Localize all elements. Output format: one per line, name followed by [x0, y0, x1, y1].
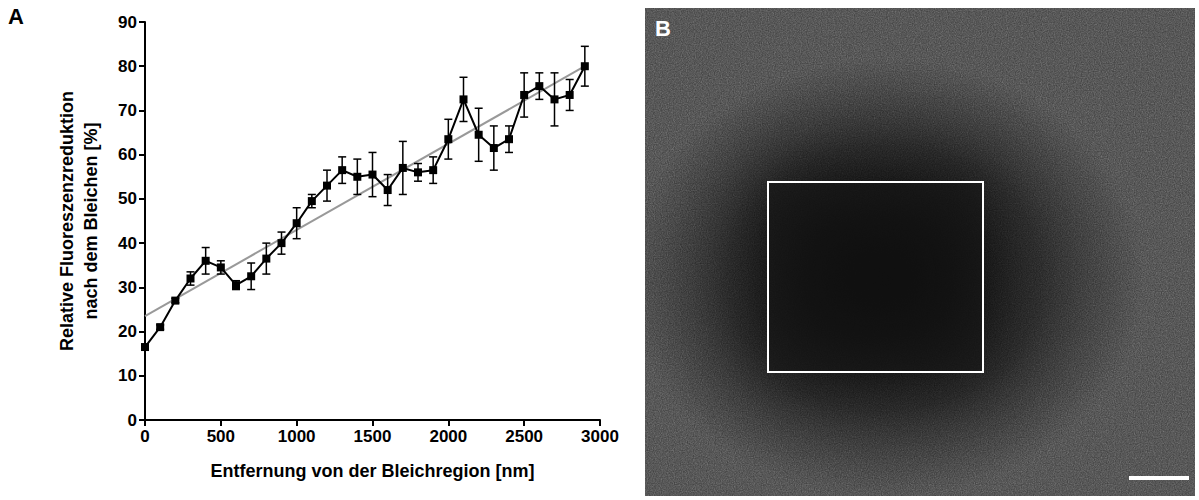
svg-text:Entfernung von der Bleichregio: Entfernung von der Bleichregion [nm] — [210, 461, 534, 481]
svg-text:nach dem Bleichen [%]: nach dem Bleichen [%] — [81, 122, 101, 319]
svg-text:30: 30 — [118, 278, 137, 297]
svg-text:1000: 1000 — [278, 427, 316, 446]
svg-text:0: 0 — [128, 411, 137, 430]
svg-text:60: 60 — [118, 145, 137, 164]
svg-text:10: 10 — [118, 366, 137, 385]
svg-text:90: 90 — [118, 13, 137, 32]
svg-text:2000: 2000 — [429, 427, 467, 446]
svg-text:Relative Fluoreszenzreduktion: Relative Fluoreszenzreduktion — [57, 91, 77, 351]
svg-text:2500: 2500 — [505, 427, 543, 446]
svg-text:1500: 1500 — [354, 427, 392, 446]
svg-text:50: 50 — [118, 189, 137, 208]
svg-text:40: 40 — [118, 234, 137, 253]
html-text:A: A — [8, 4, 24, 29]
svg-text:B: B — [655, 16, 671, 41]
svg-text:80: 80 — [118, 57, 137, 76]
svg-text:70: 70 — [118, 101, 137, 120]
svg-text:20: 20 — [118, 322, 137, 341]
svg-text:500: 500 — [207, 427, 235, 446]
svg-text:0: 0 — [140, 427, 149, 446]
svg-text:3000: 3000 — [581, 427, 619, 446]
